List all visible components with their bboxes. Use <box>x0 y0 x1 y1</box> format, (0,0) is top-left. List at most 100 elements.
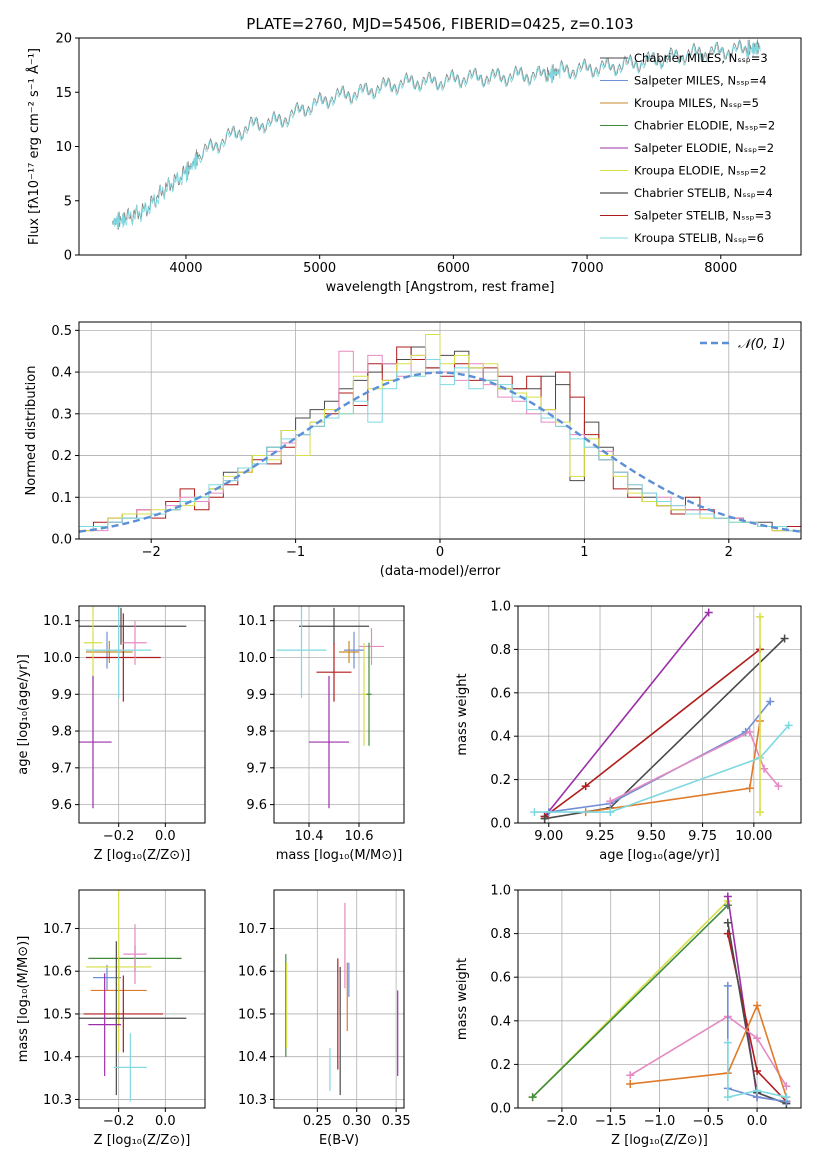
axes-frame <box>78 605 206 824</box>
x-axis-label: Z [log₁₀(Z/Z⊙)] <box>94 848 191 863</box>
data-point-marker <box>755 612 764 621</box>
weight-line <box>532 904 729 1098</box>
data-point-marker <box>723 918 732 927</box>
y-tick-label: 10.7 <box>238 922 267 937</box>
y-tick-label: 10.5 <box>238 1007 267 1022</box>
x-tick-label: 10.00 <box>735 829 772 844</box>
data-point-marker <box>780 634 789 643</box>
x-tick-label: 9.75 <box>688 829 717 844</box>
data-point-marker <box>753 1001 762 1010</box>
x-tick-label: 4000 <box>169 261 202 276</box>
y-tick-label: 0.0 <box>490 1102 511 1117</box>
x-tick-label: −0.2 <box>103 829 135 844</box>
chart-title: PLATE=2760, MJD=54506, FIBERID=0425, z=0… <box>246 15 633 33</box>
x-tick-label: 1 <box>580 545 588 560</box>
x-tick-label: −2 <box>142 545 161 560</box>
data-point-marker <box>745 784 754 793</box>
data-point-marker <box>626 1071 635 1080</box>
weight-line <box>726 1042 787 1099</box>
x-tick-label: 0.0 <box>747 1114 768 1129</box>
axes-frame <box>78 889 206 1109</box>
y-tick-label: 10.0 <box>238 651 267 666</box>
data-point-marker <box>581 782 590 791</box>
weight-line <box>534 724 790 813</box>
y-tick-label: 10.4 <box>238 1050 267 1065</box>
normal-curve <box>79 371 801 533</box>
y-tick-label: 9.7 <box>51 761 72 776</box>
y-tick-label: 10.5 <box>43 1007 72 1022</box>
spectrum-line <box>112 40 761 230</box>
y-tick-label: 0.1 <box>51 491 72 506</box>
axes-frame <box>273 889 405 1109</box>
y-tick-label: 0.2 <box>51 449 72 464</box>
weight-line <box>609 730 780 803</box>
y-tick-label: 1.0 <box>490 884 511 899</box>
data-point-marker <box>723 901 732 910</box>
x-tick-label: 9.50 <box>637 829 666 844</box>
x-tick-label: 9.25 <box>586 829 615 844</box>
weight-line <box>548 700 771 813</box>
x-axis-label: mass [log₁₀(M/M⊙)] <box>276 848 403 863</box>
data-point-marker <box>782 1093 791 1102</box>
x-tick-label: −0.2 <box>103 1114 135 1129</box>
y-tick-label: 10.3 <box>43 1093 72 1108</box>
legend-label: Chabrier MILES, Nₛₛₚ=3 <box>634 51 768 65</box>
x-axis-label: Z [log₁₀(Z/Z⊙)] <box>94 1133 191 1148</box>
y-tick-label: 0.0 <box>490 817 511 832</box>
y-tick-label: 9.6 <box>246 798 267 813</box>
x-tick-label: 0.35 <box>382 1114 411 1129</box>
x-tick-label: 9.00 <box>534 829 563 844</box>
y-tick-label: 10.6 <box>43 965 72 980</box>
y-tick-label: 9.8 <box>51 725 72 740</box>
y-tick-label: 1.0 <box>490 600 511 615</box>
data-point-marker <box>753 1086 762 1095</box>
data-point-marker <box>723 892 732 901</box>
legend-label: Salpeter ELODIE, Nₛₛₚ=2 <box>634 141 774 155</box>
y-tick-label: 9.6 <box>51 798 72 813</box>
legend-label: Chabrier ELODIE, Nₛₛₚ=2 <box>634 119 775 133</box>
x-tick-label: 7000 <box>571 261 604 276</box>
y-tick-label: 10 <box>55 140 72 155</box>
x-tick-label: 0.30 <box>342 1114 371 1129</box>
data-point-marker <box>753 1066 762 1075</box>
y-tick-label: 0.5 <box>51 324 72 339</box>
data-point-marker <box>745 727 754 736</box>
x-tick-label: −2.0 <box>546 1114 578 1129</box>
x-axis-label: wavelength [Angstrom, rest frame] <box>326 280 555 295</box>
y-tick-label: 0 <box>64 249 72 264</box>
x-tick-label: −0.5 <box>693 1114 725 1129</box>
x-axis-label: Z [log₁₀(Z/Z⊙)] <box>611 1133 708 1148</box>
data-point-marker <box>774 782 783 791</box>
data-point-marker <box>784 721 793 730</box>
x-tick-label: 8000 <box>704 261 737 276</box>
y-tick-label: 10.6 <box>238 965 267 980</box>
data-point-marker <box>704 608 713 617</box>
data-point-marker <box>753 1034 762 1043</box>
y-tick-label: 0.0 <box>51 533 72 548</box>
x-tick-label: 10.4 <box>295 829 324 844</box>
y-axis-label: age [log₁₀(age/yr)] <box>16 654 31 775</box>
weight-line <box>630 1003 788 1098</box>
y-tick-label: 0.6 <box>490 971 511 986</box>
data-point-marker <box>723 981 732 990</box>
x-tick-label: −1 <box>286 545 305 560</box>
x-axis-label: age [log₁₀(age/yr)] <box>599 848 720 863</box>
y-axis-label: mass weight <box>455 673 470 755</box>
data-point-marker <box>760 764 769 773</box>
x-tick-label: −1.5 <box>595 1114 627 1129</box>
legend-label: Salpeter STELIB, Nₛₛₚ=3 <box>634 209 772 223</box>
data-point-marker <box>540 814 549 823</box>
x-tick-label: 2 <box>725 545 733 560</box>
data-point-marker <box>766 697 775 706</box>
y-tick-label: 0.8 <box>490 643 511 658</box>
y-tick-label: 10.4 <box>43 1050 72 1065</box>
x-axis-label: (data-model)/error <box>380 564 501 579</box>
y-tick-label: 9.9 <box>246 688 267 703</box>
data-point-marker <box>528 1093 537 1102</box>
weight-line <box>726 985 787 1103</box>
y-tick-label: 0.8 <box>490 927 511 942</box>
y-tick-label: 5 <box>64 194 72 209</box>
y-tick-label: 10.0 <box>43 651 72 666</box>
legend-label: Salpeter MILES, Nₛₛₚ=4 <box>634 74 767 88</box>
y-tick-label: 10.7 <box>43 922 72 937</box>
